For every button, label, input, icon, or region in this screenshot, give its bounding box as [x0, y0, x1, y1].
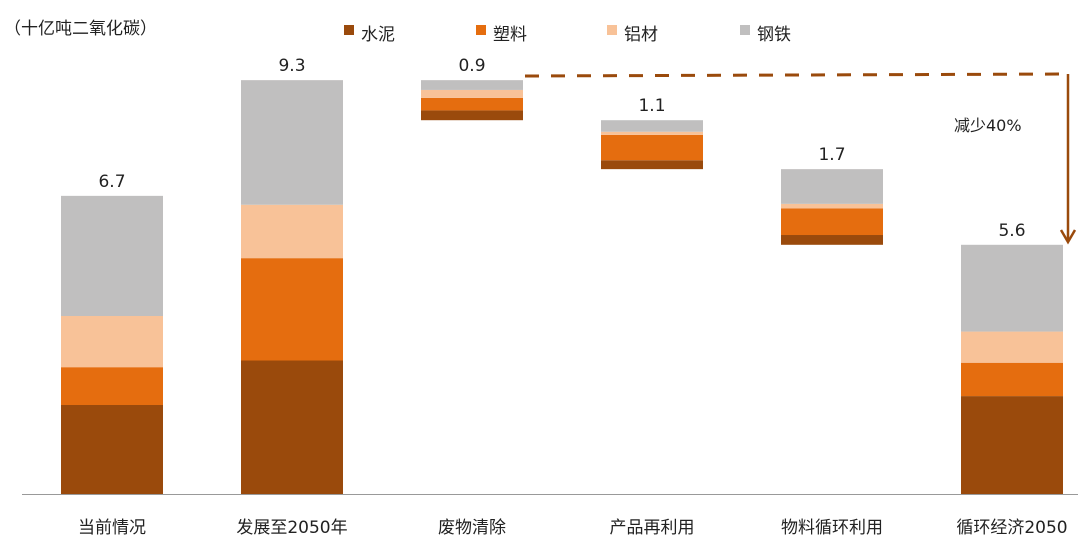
bars [61, 80, 1063, 494]
bar-segment-0 [241, 360, 343, 494]
value-label: 1.1 [638, 96, 665, 116]
category-label: 当前情况 [78, 518, 146, 538]
bar-segment-0 [961, 396, 1063, 494]
value-label: 1.7 [818, 145, 845, 165]
bar-segment-1 [601, 134, 703, 161]
legend-swatch-0 [344, 25, 354, 35]
category-label: 循环经济2050 [956, 518, 1067, 538]
bar-segment-1 [241, 258, 343, 361]
bar-segment-0 [601, 160, 703, 170]
dashed-reference-line [524, 72, 1069, 78]
category-label: 物料循环利用 [781, 518, 883, 538]
legend-label: 钢铁 [757, 25, 791, 45]
legend-label: 铝材 [624, 25, 658, 45]
reduction-label: 减少40% [954, 116, 1022, 135]
value-label: 6.7 [98, 172, 125, 192]
bar-segment-2 [241, 204, 343, 259]
legend-label: 塑料 [493, 25, 527, 45]
bar-segment-2 [781, 203, 883, 209]
bar-segment-0 [781, 235, 883, 245]
value-label: 9.3 [278, 56, 305, 76]
arrow-head-icon [1059, 229, 1077, 245]
bar-segment-3 [421, 80, 523, 90]
value-label: 5.6 [998, 221, 1025, 241]
legend-swatch-1 [476, 25, 486, 35]
bar-segment-2 [61, 316, 163, 368]
bar-segment-0 [61, 405, 163, 494]
legend-swatch-3 [740, 25, 750, 35]
bar-segment-1 [61, 367, 163, 405]
bar-segment-2 [421, 89, 523, 98]
bar-segment-3 [961, 244, 1063, 332]
bar-segment-3 [601, 120, 703, 132]
bar-segment-3 [241, 80, 343, 205]
legend: 水泥 塑料 铝材 钢铁 [344, 25, 791, 45]
bar-segment-0 [421, 110, 523, 121]
bar-segment-2 [601, 131, 703, 135]
bar-segment-3 [61, 195, 163, 316]
bar-segment-1 [421, 97, 523, 111]
bar-segment-2 [961, 331, 1063, 363]
labels: 6.7 当前情况 9.3 发展至2050年 0.9 废物清除 1.1 产品再利用 1.7 物料循环… [78, 56, 1068, 538]
legend-swatch-2 [607, 25, 617, 35]
bar-segment-1 [961, 362, 1063, 397]
category-label: 发展至2050年 [236, 518, 347, 538]
category-label: 废物清除 [438, 518, 506, 538]
bar-segment-1 [781, 208, 883, 236]
value-label: 0.9 [458, 56, 485, 76]
legend-label: 水泥 [361, 25, 395, 45]
reduction-annotation: 减少40% [524, 72, 1077, 245]
bar-segment-3 [781, 169, 883, 204]
unit-label: （十亿吨二氧化碳） [4, 19, 157, 39]
category-label: 产品再利用 [610, 518, 695, 538]
